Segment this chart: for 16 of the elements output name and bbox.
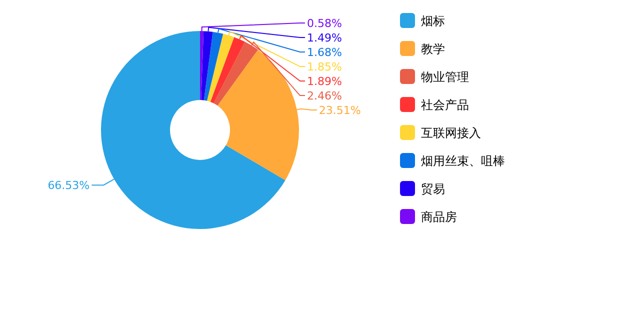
legend-label: 商品房 — [421, 210, 457, 224]
data-label: 1.49% — [307, 32, 342, 45]
legend-label: 互联网接入 — [421, 126, 481, 140]
legend-label: 教学 — [421, 42, 445, 56]
legend-label: 烟标 — [421, 14, 445, 28]
data-label: 1.89% — [307, 75, 342, 88]
data-label: 66.53% — [48, 179, 90, 192]
legend-label: 贸易 — [421, 182, 445, 196]
legend-label: 烟用丝束、咀棒 — [421, 154, 505, 168]
legend-label: 物业管理 — [421, 70, 469, 84]
data-label: 23.51% — [318, 104, 361, 118]
data-label: 2.46% — [307, 90, 342, 103]
data-label: 1.85% — [307, 60, 342, 74]
legend-label: 社会产品 — [421, 98, 469, 112]
data-label: 0.58% — [307, 17, 342, 30]
data-label: 1.68% — [307, 46, 342, 60]
